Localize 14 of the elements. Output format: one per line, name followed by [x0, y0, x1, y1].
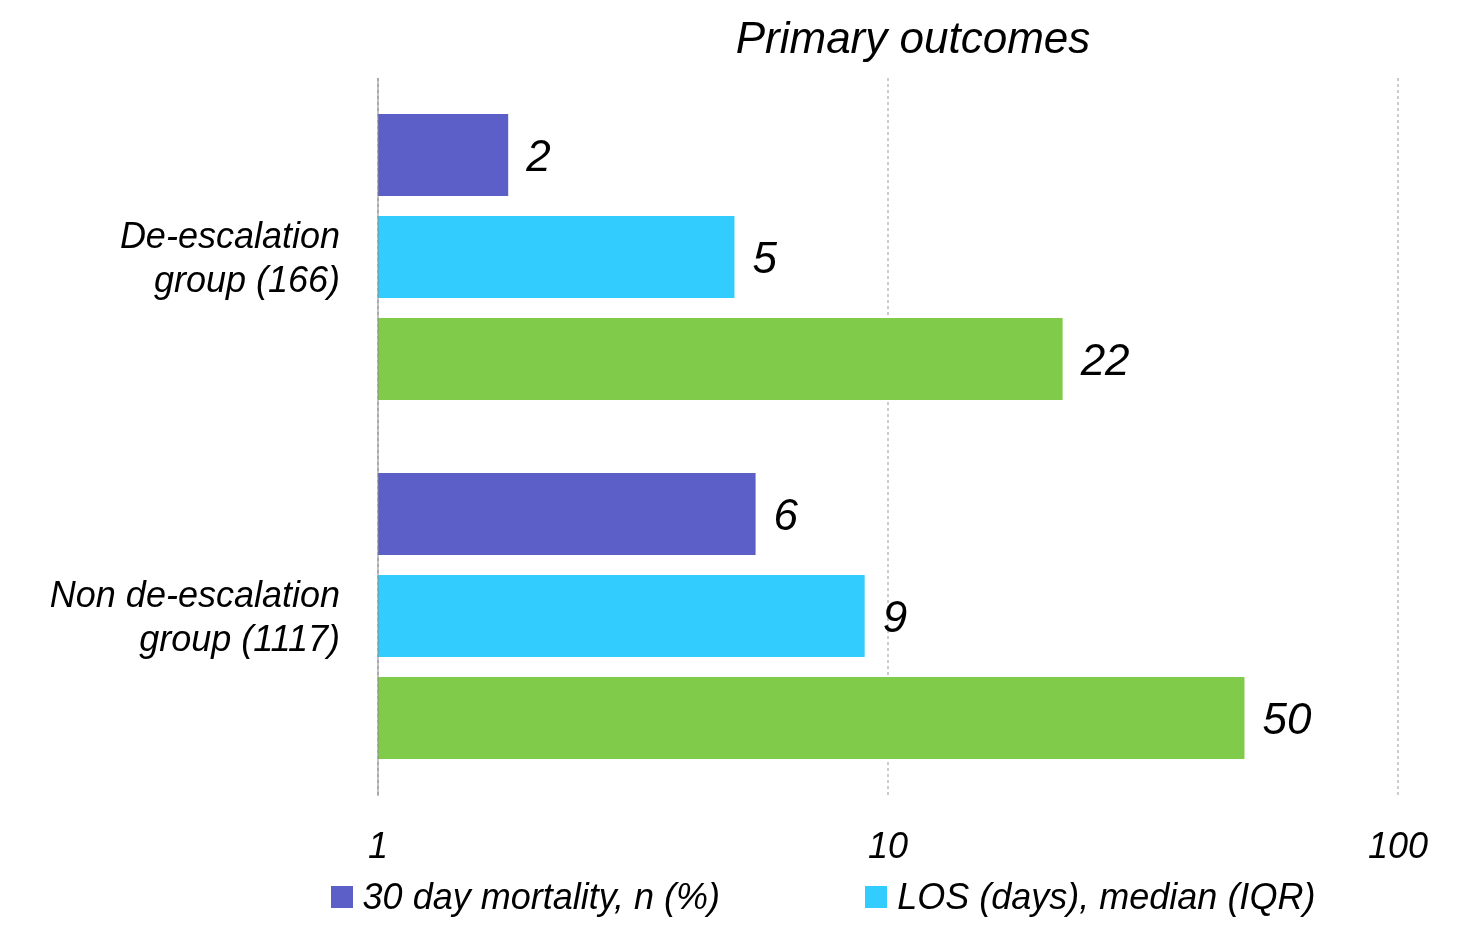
- y-tick-label: De-escalation group (166): [119, 214, 340, 300]
- data-label: 9: [882, 591, 908, 641]
- data-label: 5: [752, 232, 778, 282]
- x-tick-label: 10: [867, 824, 909, 866]
- y-tick-label: Non de-escalation group (1117): [49, 573, 340, 659]
- data-label: 22: [1079, 334, 1130, 384]
- x-tick-label: 1: [367, 824, 389, 866]
- legend-label: 30 day mortality, n (%): [362, 876, 721, 918]
- chart-title: Primary outcomes: [734, 12, 1092, 64]
- legend-label: LOS (days), median (IQR): [897, 876, 1316, 918]
- data-label: 50: [1262, 693, 1312, 743]
- x-tick-label: 100: [1367, 824, 1429, 866]
- data-label: 2: [525, 130, 551, 180]
- data-label: 6: [773, 489, 799, 539]
